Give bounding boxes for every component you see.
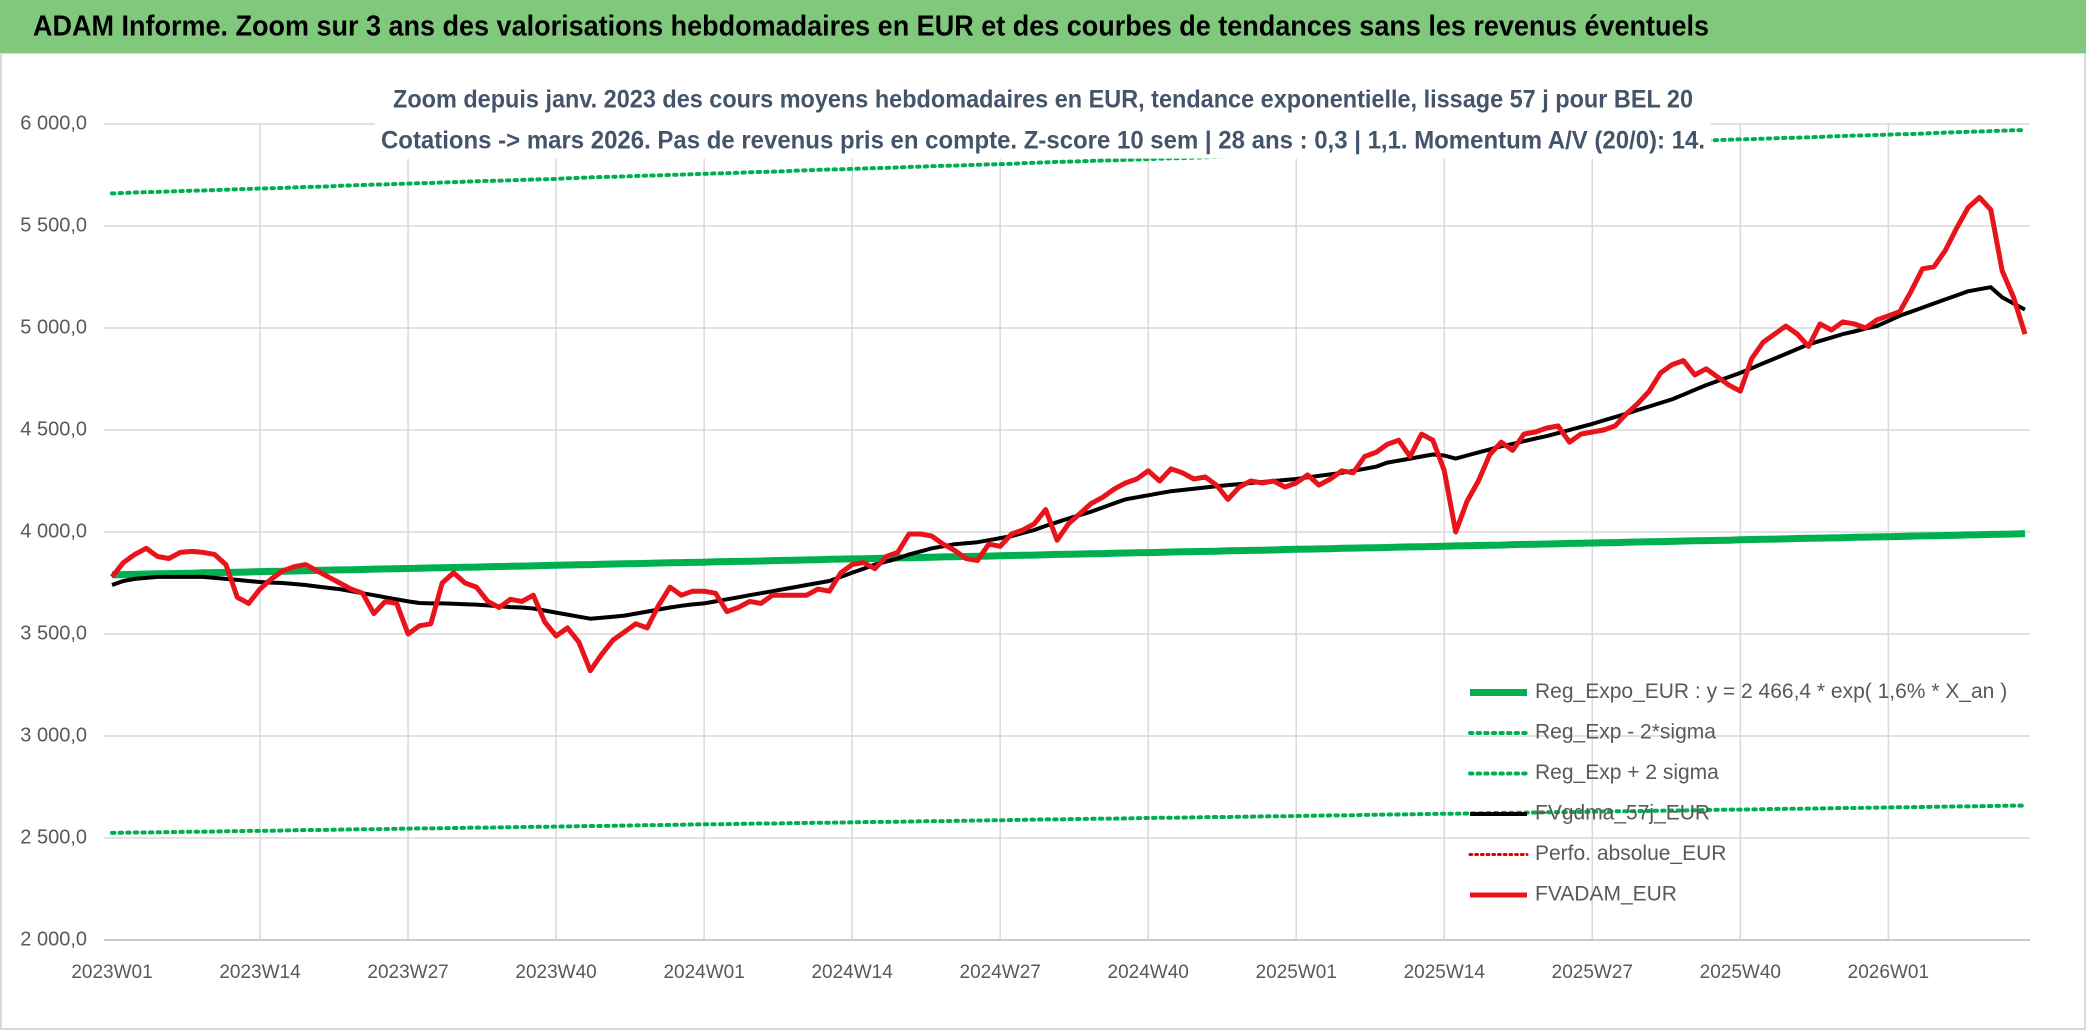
header-bar — [0, 0, 2086, 53]
legend: Reg_Expo_EUR : y = 2 466,4 * exp( 1,6% *… — [1468, 680, 2007, 906]
chart-titles: Zoom depuis janv. 2023 des cours moyens … — [375, 81, 1711, 159]
x-tick-label: 2025W27 — [1552, 962, 1633, 983]
legend-label: Reg_Exp - 2*sigma — [1535, 721, 1716, 744]
x-tick-label: 2025W01 — [1256, 962, 1337, 983]
chart-title: Zoom depuis janv. 2023 des cours moyens … — [393, 86, 1693, 114]
y-tick-label: 4 000,0 — [20, 520, 87, 542]
x-tick-label: 2025W14 — [1404, 962, 1486, 983]
series-line — [111, 530, 2026, 579]
header-title: ADAM Informe. Zoom sur 3 ans des valoris… — [33, 11, 1709, 43]
x-tick-label: 2026W01 — [1848, 962, 1929, 983]
x-tick-label: 2023W27 — [367, 962, 448, 983]
y-tick-label: 4 500,0 — [20, 418, 87, 440]
y-tick-label: 6 000,0 — [20, 112, 87, 134]
series-line — [110, 194, 2028, 674]
y-tick-label: 2 000,0 — [20, 928, 87, 950]
x-tick-label: 2024W14 — [811, 962, 893, 983]
y-tick-label: 5 000,0 — [20, 316, 87, 338]
x-tick-label: 2024W01 — [663, 962, 744, 983]
x-tick-label: 2023W01 — [71, 962, 152, 983]
x-tick-label: 2023W14 — [219, 962, 301, 983]
y-tick-label: 5 500,0 — [20, 214, 87, 236]
series-line — [111, 285, 2026, 621]
y-tick-label: 3 000,0 — [20, 724, 87, 746]
x-tick-label: 2023W40 — [515, 962, 596, 983]
y-tick-label: 3 500,0 — [20, 622, 87, 644]
x-tick-label: 2024W40 — [1108, 962, 1189, 983]
legend-label: FVADAM_EUR — [1535, 883, 1677, 906]
legend-label: FVgdma_57j_EUR — [1535, 802, 1710, 825]
y-tick-label: 2 500,0 — [20, 826, 87, 848]
x-tick-label: 2024W27 — [960, 962, 1041, 983]
legend-label: Reg_Exp + 2 sigma — [1535, 761, 1719, 784]
legend-label: Perfo. absolue_EUR — [1535, 842, 1726, 865]
legend-label: Reg_Expo_EUR : y = 2 466,4 * exp( 1,6% *… — [1535, 680, 2007, 703]
title-background — [375, 81, 1711, 159]
x-tick-label: 2025W40 — [1700, 962, 1781, 983]
chart-subtitle: Cotations -> mars 2026. Pas de revenus p… — [381, 127, 1705, 155]
series-line — [110, 803, 2027, 835]
